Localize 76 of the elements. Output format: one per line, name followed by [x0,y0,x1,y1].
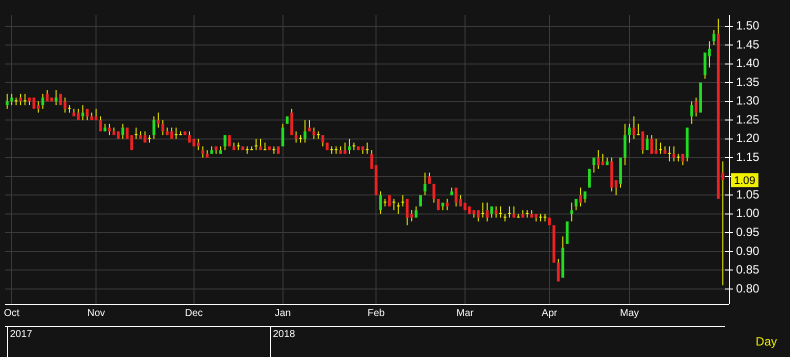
y-tick-label: 0.85 [736,262,760,277]
candlestick [556,258,560,282]
y-tick-label: 1.05 [736,187,760,202]
candlestick [414,206,418,218]
candlestick [99,116,102,132]
candlestick [72,108,76,116]
candlestick [312,127,316,140]
candlestick [219,146,222,154]
candlestick [224,135,226,151]
y-tick-label: 1.25 [736,112,760,126]
candlestick [672,146,676,162]
x-tick-label: Mar [456,308,474,319]
y-tick-label: 1.40 [736,56,760,70]
candlestick [108,123,111,136]
candlestick [654,138,658,154]
y-tick-label: 1.15 [736,150,760,164]
candlestick [36,100,40,114]
y-tick-label: 1.30 [736,94,760,108]
x-tick-label: Jan [274,308,291,319]
text: Day [756,334,777,348]
y-tick-label: 1.20 [736,131,760,146]
candlestick [584,191,586,204]
candlestick [570,202,574,222]
x-tick-label: Dec [184,308,203,319]
y-tick-label: 0.80 [736,281,760,296]
candlestick [512,206,516,218]
candlestick [446,198,449,211]
candlestick [624,123,626,166]
x-tick-label: Oct [4,308,20,319]
y-tick-label: 1.35 [736,74,760,89]
candlestick [579,187,582,207]
candlestick [112,127,116,136]
candlestick [694,97,698,117]
candlestick [201,146,204,158]
candlestick [94,108,98,120]
text: 1.09 [734,175,756,188]
candlestick [632,116,636,140]
candlestick [10,93,14,106]
candlestick [232,142,236,150]
candlestick [574,198,578,211]
y-tick-label: 1.00 [736,206,760,220]
x-tick-label: Apr [542,308,558,319]
candlestick [432,184,436,204]
candlestick [690,100,694,124]
text: 2017 [10,328,33,340]
y-tick-label: 0.95 [736,225,760,239]
candlestick [628,123,631,144]
candlestick [619,158,622,188]
candlestick [54,90,58,106]
candlestick [81,104,84,121]
candlestick [454,188,458,207]
candlestick [712,30,716,46]
candlestick [441,202,444,211]
candlestick [156,112,160,128]
candlestick [152,116,156,140]
candlestick [308,120,311,132]
candlestick [348,138,351,154]
y-tick-label: 1.50 [736,18,760,33]
candlestick [210,146,214,154]
candlestick [592,158,596,174]
candlestick [196,138,200,151]
x-tick-label: May [620,308,639,319]
candlestick [494,206,498,218]
y-tick-label: 0.90 [736,244,760,258]
text: 2018 [272,328,296,340]
y-tick-label: 1.45 [736,37,760,52]
candlestick [424,172,426,196]
candlestick [281,123,284,146]
candlestick [472,210,476,218]
x-tick-label: Feb [367,308,386,319]
candlestick [294,130,298,144]
candlestick [214,146,218,154]
candlestick [428,172,431,184]
x-tick-label: Nov [87,308,106,319]
candlestick [534,214,538,222]
candlestick [104,123,106,132]
